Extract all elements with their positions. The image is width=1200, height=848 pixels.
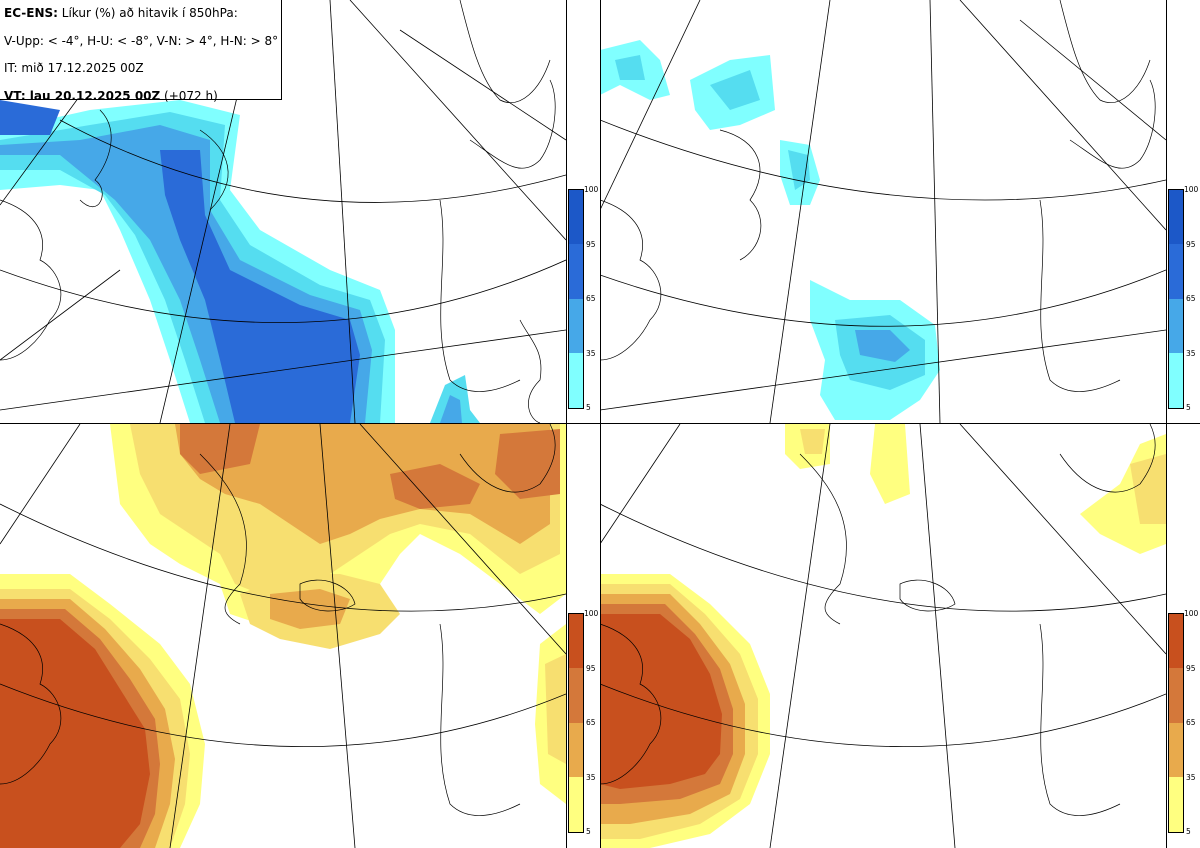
map-panel-v-n	[0, 424, 566, 848]
tick-label: 65	[1186, 718, 1196, 727]
tick-label: 65	[586, 718, 596, 727]
info-valid-time: VT: lau 20.12.2025 00Z (+072 h)	[4, 88, 218, 103]
colorbar-warm-2	[1168, 613, 1184, 833]
tick-label: 5	[1186, 827, 1191, 836]
map-v-upp	[0, 0, 566, 423]
tick-label: 5	[1186, 403, 1191, 412]
lat-lon-grid	[600, 0, 1166, 423]
map-panel-h-n	[600, 424, 1166, 848]
info-box: EC-ENS: Líkur (%) að hitavik í 850hPa: V…	[0, 0, 282, 103]
colorbar-cold-2	[1168, 189, 1184, 409]
tick-label: 5	[586, 827, 591, 836]
prob-area-95	[160, 150, 360, 423]
coastlines	[600, 0, 1156, 392]
tick-label: 100	[584, 609, 599, 618]
map-h-n	[600, 424, 1166, 848]
tick-label: 35	[586, 349, 596, 358]
tick-label: 95	[586, 240, 596, 249]
info-init-time: IT: mið 17.12.2025 00Z	[4, 61, 144, 75]
lat-lon-grid	[600, 424, 1166, 848]
tick-label: 100	[1184, 185, 1199, 194]
info-legend: V-Upp: < -4°, H-U: < -8°, V-N: > 4°, H-N…	[4, 33, 279, 48]
map-v-n	[0, 424, 566, 848]
panel-divider-v3	[1166, 0, 1167, 848]
coastlines	[0, 0, 556, 423]
tick-label: 100	[1184, 609, 1199, 618]
lat-lon-grid	[0, 424, 566, 848]
coastlines	[0, 424, 556, 816]
tick-label: 95	[1186, 240, 1196, 249]
info-title: EC-ENS: Líkur (%) að hitavik í 850hPa:	[4, 6, 238, 20]
panel-divider-v2	[600, 0, 601, 848]
map-panel-v-upp	[0, 0, 566, 423]
tick-label: 5	[586, 403, 591, 412]
panel-divider	[0, 423, 1200, 424]
tick-label: 35	[1186, 773, 1196, 782]
map-panel-h-u	[600, 0, 1166, 423]
tick-label: 65	[586, 294, 596, 303]
panel-divider-v1	[566, 0, 567, 848]
prob-area-100	[0, 100, 60, 135]
tick-label: 65	[1186, 294, 1196, 303]
tick-label: 35	[1186, 349, 1196, 358]
colorbar-warm-1	[568, 613, 584, 833]
tick-label: 100	[584, 185, 599, 194]
tick-label: 95	[586, 664, 596, 673]
colorbar-cold-1	[568, 189, 584, 409]
map-h-u	[600, 0, 1166, 423]
tick-label: 95	[1186, 664, 1196, 673]
tick-label: 35	[586, 773, 596, 782]
coastlines	[600, 424, 1156, 816]
